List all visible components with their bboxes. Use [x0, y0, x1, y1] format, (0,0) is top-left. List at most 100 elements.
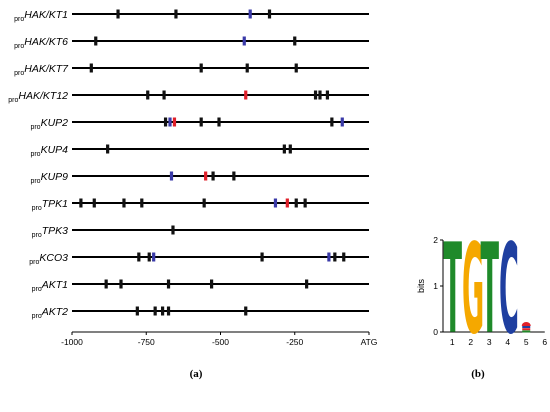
promoter-prefix: pro [29, 259, 39, 266]
binding-site-red [204, 171, 208, 181]
binding-site-blue [169, 171, 174, 181]
promoter-row: proKUP9 [30, 171, 369, 185]
binding-site-black [325, 90, 330, 100]
binding-site-black [140, 198, 144, 208]
promoter-prefix: pro [8, 97, 18, 104]
promoter-row: proTPK1 [32, 198, 369, 212]
binding-site-blue [152, 252, 156, 262]
logo-x-tick-label: 6 [542, 337, 547, 347]
binding-site-black [232, 171, 236, 181]
binding-site-red [244, 90, 248, 100]
logo-small-letter [522, 326, 531, 328]
promoter-row: proHAK/KT6 [14, 36, 369, 50]
binding-site-black [342, 252, 346, 262]
promoter-name: KUP4 [41, 144, 69, 156]
promoter-prefix: pro [30, 178, 40, 185]
binding-site-black [106, 144, 110, 154]
binding-site-black [94, 36, 98, 46]
binding-site-black [137, 252, 141, 262]
promoter-prefix: pro [30, 124, 40, 131]
promoter-label: proKUP9 [30, 171, 68, 185]
axis-tick-label: -750 [138, 337, 155, 347]
promoter-name: TPK1 [42, 198, 68, 210]
logo-y-tick-label: 1 [433, 281, 438, 291]
binding-site-black [330, 117, 334, 127]
binding-site-black [303, 198, 307, 208]
binding-site-black [245, 63, 249, 73]
promoter-prefix: pro [14, 16, 24, 23]
promoter-name: KCO3 [39, 252, 68, 264]
binding-site-black [313, 90, 318, 100]
binding-site-black [293, 36, 297, 46]
promoter-row: proTPK3 [32, 225, 369, 239]
logo-letter: T [444, 219, 462, 363]
promoter-position-axis: -1000 -750 -500 -250 ATG [61, 331, 378, 347]
binding-site-black [199, 63, 203, 73]
binding-site-black [260, 252, 264, 262]
logo-y-tick-label: 0 [433, 327, 438, 337]
promoter-row: proAKT1 [32, 279, 369, 293]
promoter-label: proHAK/KT12 [8, 90, 68, 104]
promoter-label: proAKT2 [32, 306, 69, 320]
logo-x-tick-label: 2 [468, 337, 473, 347]
promoter-label: proKUP4 [30, 144, 68, 158]
binding-site-black [202, 198, 206, 208]
binding-site-black [305, 279, 309, 289]
promoter-prefix: pro [32, 232, 42, 239]
promoter-name: HAK/KT7 [24, 63, 69, 75]
binding-site-blue [168, 117, 172, 127]
promoter-label: proKUP2 [30, 117, 68, 131]
binding-site-red [172, 117, 177, 127]
promoter-label: proHAK/KT1 [14, 9, 68, 23]
logo-small-letter [522, 330, 531, 333]
promoter-label: proTPK3 [32, 225, 69, 239]
binding-site-black [119, 279, 123, 289]
binding-site-black [166, 279, 171, 289]
binding-site-black [211, 171, 215, 181]
binding-site-black [135, 306, 139, 316]
axis-tick-label: ATG [361, 337, 378, 347]
logo-x-tick-label: 5 [524, 337, 529, 347]
binding-site-black [333, 252, 337, 262]
binding-site-black [116, 9, 120, 19]
binding-site-black [282, 144, 286, 154]
promoter-prefix: pro [30, 151, 40, 158]
binding-site-blue [242, 36, 246, 46]
binding-site-black [153, 306, 157, 316]
logo-y-axis-label: bits [416, 279, 426, 294]
logo-x-tick-label: 3 [487, 337, 492, 347]
promoter-name: AKT1 [41, 279, 68, 291]
binding-site-black [104, 279, 108, 289]
promoter-label: proTPK1 [32, 198, 68, 212]
binding-site-black [160, 306, 165, 316]
axis-tick-label: -250 [286, 337, 303, 347]
promoter-name: HAK/KT6 [24, 36, 68, 48]
logo-y-tick-label: 2 [433, 235, 438, 245]
promoter-name: HAK/KT1 [24, 9, 68, 21]
binding-site-black [79, 198, 83, 208]
binding-site-black [163, 117, 168, 127]
logo-letter: T [481, 219, 499, 363]
binding-site-black [162, 90, 166, 100]
logo-x-tick-label: 1 [450, 337, 455, 347]
promoter-label: proKCO3 [29, 252, 68, 266]
promoter-name: HAK/KT12 [18, 90, 68, 102]
binding-site-black [199, 117, 203, 127]
binding-site-black [209, 279, 214, 289]
logo-letter: C [499, 219, 519, 363]
promoter-prefix: pro [32, 313, 42, 320]
promoter-label: proHAK/KT7 [14, 63, 69, 77]
panel-b-sequence-logo: 0 1 2 bits 1 2 3 4 5 6 T GT C [416, 219, 547, 363]
logo-x-tick-label: 4 [505, 337, 510, 347]
binding-site-black [122, 198, 126, 208]
logo-letter: G [462, 219, 484, 363]
binding-site-black [244, 306, 248, 316]
promoter-name: AKT2 [41, 306, 68, 318]
promoter-row: proAKT2 [32, 306, 369, 320]
promoter-name: TPK3 [42, 225, 68, 237]
promoter-prefix: pro [32, 205, 42, 212]
promoter-prefix: pro [32, 286, 42, 293]
axis-tick-label: -500 [212, 337, 229, 347]
promoter-row: proKCO3 [29, 252, 369, 266]
promoter-row: proHAK/KT1 [14, 9, 369, 23]
